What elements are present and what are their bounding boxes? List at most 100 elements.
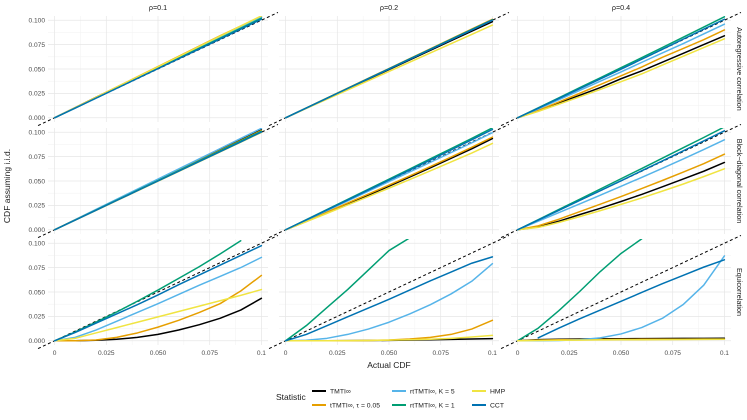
series-group [284,128,494,231]
y-tick-label: 0.100 [28,130,45,137]
column-strip-label: ρ=0.4 [612,3,630,12]
x-tick-label: 0.075 [201,350,218,357]
legend-item: rtTMTI∞, K = 1 [392,402,455,409]
series-line [516,130,726,231]
series-group [53,128,263,231]
y-tick-label: 0.050 [28,289,45,296]
series-group [516,239,726,342]
panel-r2-c1: 0.000 0.025 0.050 0.075 0.100 [28,123,279,239]
series-line [53,18,263,119]
series-group [53,240,263,342]
legend-label: HMP [490,388,506,395]
identity-reference-line [37,234,279,350]
series-line [516,29,726,119]
series-line [516,153,726,231]
series-group [53,16,263,119]
panel-r1-c1: 0.000 0.025 0.050 0.075 0.100 [28,11,279,127]
gridlines [279,16,499,122]
x-tick-label: 0.050 [150,350,167,357]
x-axis-title: Actual CDF [367,360,410,370]
x-tick-label: 0.1 [257,350,266,357]
series-line [516,161,726,231]
series-line [516,23,726,119]
identity-reference-line [500,234,742,350]
panel-r1-c3 [500,11,742,127]
series-line [516,38,726,119]
legend-title: Statistic [276,392,307,402]
column-strip-label: ρ=0.1 [149,3,167,12]
gridlines [511,16,731,122]
panel-r2-c3 [500,123,742,239]
y-tick-label: 0.000 [28,227,45,234]
y-tick-label: 0.025 [28,203,45,210]
series-line [516,18,726,119]
x-tick-label: 0.1 [488,350,497,357]
series-line [516,338,726,342]
legend-label: CCT [490,402,504,409]
legend-item: TMTI∞ [312,388,351,395]
series-line [284,136,494,231]
x-tick-label: 0.050 [381,350,398,357]
x-tick-label: 0.025 [329,350,346,357]
legend: Statistic TMTI∞ tTMTI∞, τ = 0.05 rtTMTI∞, … [276,388,506,409]
series-group [284,18,494,119]
identity-reference-line [268,234,510,350]
series-line [516,35,726,119]
row-strip-label: Equicorrelation [735,268,744,316]
series-line [53,244,263,342]
y-tick-label: 0.025 [28,314,45,321]
y-tick-label: 0.075 [28,42,45,49]
panel-r3-c3: 0 0.025 0.050 0.075 0.1 [500,234,742,357]
legend-label: tTMTI∞, τ = 0.05 [330,402,380,409]
series-group [284,239,494,342]
series-line [537,259,726,339]
panel-r3-c2: 0 0.025 0.050 0.075 0.1 [268,234,510,357]
series-line [284,239,410,342]
legend-item: rtTMTI∞, K = 5 [392,388,455,395]
panel-r2-c2 [268,123,510,239]
x-tick-label: 0.075 [664,350,681,357]
series-line [516,168,726,231]
series-line [53,240,242,342]
legend-item: CCT [472,402,504,409]
x-tick-label: 0 [284,350,288,357]
y-tick-label: 0.025 [28,91,45,98]
series-group [516,128,726,231]
legend-label: TMTI∞ [330,388,351,395]
series-line [284,128,494,231]
y-tick-label: 0.075 [28,154,45,161]
x-tick-label: 0.025 [561,350,578,357]
legend-label: rtTMTI∞, K = 5 [410,388,455,395]
y-tick-label: 0.100 [28,241,45,248]
x-tick-label: 0 [53,350,57,357]
row-strip-label: Block−diagonal correlation [735,139,744,224]
row-strip-label: Autoregressive correlation [735,27,744,111]
y-tick-label: 0.100 [28,18,45,25]
panel-r1-c2 [268,11,510,127]
series-line [53,131,263,231]
y-tick-label: 0.050 [28,66,45,73]
y-axis-title: CDF assuming i.i.d. [2,149,12,223]
series-line [516,139,726,231]
panels-layer: 0.0000.0250.0500.0750.1000.0000.0250.050… [28,3,744,357]
series-group [516,16,726,119]
series-line [53,288,263,342]
y-tick-label: 0.000 [28,338,45,345]
y-tick-label: 0.075 [28,265,45,272]
series-line [284,142,494,231]
y-tick-label: 0.000 [28,115,45,122]
series-line [284,19,494,119]
series-line [284,256,494,342]
series-line [53,256,263,342]
x-tick-label: 0.025 [98,350,115,357]
x-tick-label: 0.075 [432,350,449,357]
series-line [284,334,494,342]
legend-item: HMP [472,388,506,395]
panel-r3-c1: 0.000 0.025 0.050 0.075 0.100 0 0.025 0.050 0.07… [28,234,279,357]
series-line [516,239,643,342]
x-tick-label: 0.1 [720,350,729,357]
legend-item: tTMTI∞, τ = 0.05 [312,402,380,409]
x-tick-label: 0 [516,350,520,357]
series-line [284,262,494,342]
